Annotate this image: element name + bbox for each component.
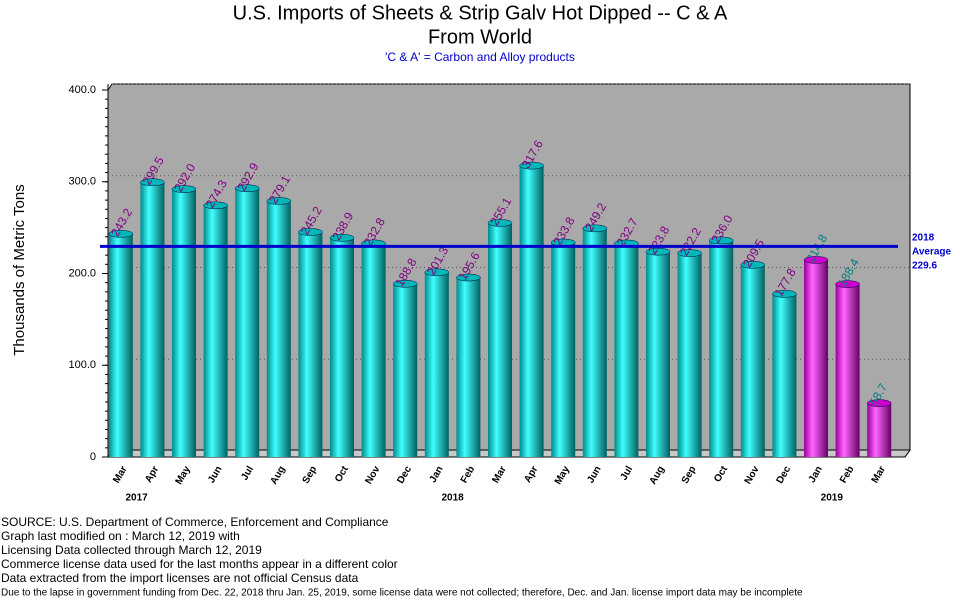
bar [646, 251, 670, 457]
bar [582, 228, 607, 457]
bar [772, 293, 797, 457]
x-tick-label: Mar [870, 464, 888, 485]
bar [551, 242, 576, 457]
bar-top [171, 185, 197, 193]
bar [867, 403, 892, 457]
bar [108, 233, 133, 457]
bar-top [519, 161, 544, 170]
footnote: Due to the lapse in government funding f… [1, 588, 803, 599]
bar-top [487, 219, 513, 227]
x-tick-label: Jun [206, 464, 224, 485]
x-tick-label: Mar [111, 464, 129, 485]
bar-top [772, 290, 797, 298]
bar [488, 222, 512, 457]
x-tick-label: Apr [143, 464, 161, 485]
x-tick-label: Dec [775, 464, 794, 486]
bar [172, 189, 196, 457]
footnote: Commerce license data used for the last … [1, 557, 398, 571]
x-tick-label: Mar [490, 464, 508, 485]
average-label: Average [912, 247, 952, 258]
x-tick-label: Apr [522, 464, 540, 485]
bar-top [424, 268, 450, 277]
footnote: SOURCE: U.S. Department of Commerce, Enf… [1, 515, 389, 529]
x-tick-label: May [553, 464, 572, 487]
y-tick-label: 100.0 [68, 359, 96, 371]
bar [298, 232, 323, 457]
bar [519, 165, 544, 458]
bar-top [234, 184, 260, 193]
x-tick-label: Jul [239, 464, 256, 482]
x-tick-label: Oct [712, 464, 730, 485]
average-value: 229.6 [912, 261, 937, 272]
bar [709, 240, 734, 457]
bar [456, 277, 481, 457]
x-tick-label: Jan [428, 464, 446, 484]
bar-top [298, 228, 323, 236]
x-tick-label: Sep [680, 464, 699, 485]
bar-top [835, 280, 860, 288]
bar-top [866, 399, 892, 407]
bar-top [203, 201, 228, 210]
footnote: Data extracted from the import licenses … [1, 571, 359, 585]
bar [361, 243, 386, 457]
bar-top [803, 256, 829, 264]
bar [677, 253, 702, 457]
bar [235, 188, 260, 457]
bar-top [740, 261, 766, 269]
bar-top [108, 230, 134, 238]
bar [424, 272, 449, 457]
bar [614, 243, 639, 457]
bar-top [708, 236, 734, 245]
average-label: 2018 [912, 233, 935, 244]
bar [835, 284, 860, 457]
y-tick-label: 0 [90, 451, 96, 463]
x-tick-label: Nov [743, 464, 762, 486]
chart-title: From World [428, 26, 532, 48]
year-label: 2017 [125, 493, 148, 504]
bar-top [582, 224, 608, 233]
bar [266, 200, 291, 457]
x-tick-label: Jun [585, 464, 603, 485]
x-tick-label: Feb [459, 464, 477, 485]
x-tick-label: Feb [838, 464, 856, 485]
x-tick-label: Jul [619, 464, 636, 482]
bar [804, 259, 828, 457]
bar-top [329, 234, 355, 242]
chart-title: U.S. Imports of Sheets & Strip Galv Hot … [233, 2, 728, 24]
footnote: Graph last modified on : March 12, 2019 … [1, 529, 240, 543]
x-tick-label: Aug [268, 464, 287, 486]
x-tick-label: Oct [333, 464, 351, 485]
x-tick-label: Sep [301, 464, 320, 485]
bar-top [456, 273, 481, 282]
bar [740, 264, 765, 457]
bar [203, 205, 228, 457]
bar-top [392, 280, 418, 288]
x-tick-label: Dec [395, 464, 414, 486]
year-label: 2018 [441, 493, 464, 504]
x-tick-label: May [174, 464, 193, 487]
bar-top [677, 249, 702, 257]
x-tick-label: Nov [364, 464, 383, 486]
x-tick-label: Jan [807, 464, 825, 484]
y-tick-label: 200.0 [68, 267, 96, 279]
bar [140, 182, 165, 458]
bar-top [140, 178, 165, 186]
chart-subtitle: 'C & A' = Carbon and Alloy products [385, 50, 575, 64]
bar-top [645, 247, 671, 256]
year-label: 2019 [821, 493, 844, 504]
y-tick-label: 400.0 [68, 84, 96, 96]
y-axis-label: Thousands of Metric Tons [11, 184, 28, 355]
footnote: Licensing Data collected through March 1… [1, 543, 262, 557]
bar [393, 283, 418, 457]
bar-top [266, 197, 292, 205]
bar [330, 237, 354, 457]
x-tick-label: Aug [648, 464, 667, 486]
y-tick-label: 300.0 [68, 176, 96, 188]
